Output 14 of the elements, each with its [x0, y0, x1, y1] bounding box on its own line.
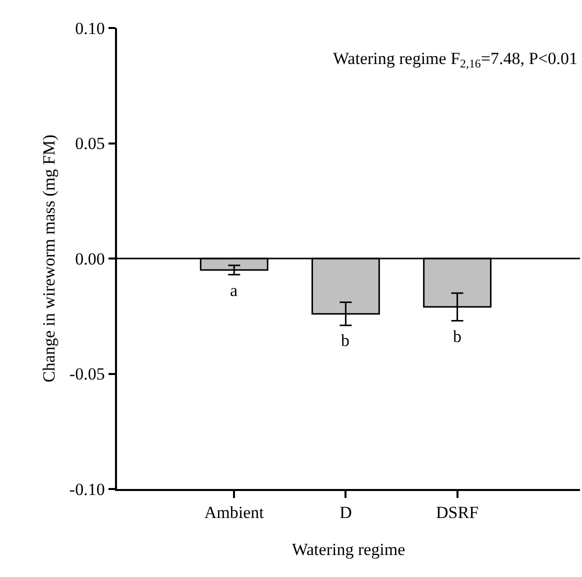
x-tick-label: DSRF	[436, 503, 479, 522]
annotation: b	[453, 327, 462, 346]
annotation: a	[230, 281, 238, 300]
y-axis-title: Change in wireworm mass (mg FM)	[39, 134, 58, 382]
y-tick-label: 0.00	[75, 249, 105, 268]
y-tick-label: -0.10	[69, 480, 105, 499]
y-tick-label: 0.10	[75, 18, 105, 38]
x-axis-title: Watering regime	[292, 540, 406, 560]
y-tick-label: -0.05	[69, 364, 105, 384]
x-tick-label: D	[340, 503, 352, 522]
annotation: Watering regime F$_{2,16}$=7.48, P<0.01	[333, 49, 578, 71]
annotation: b	[341, 331, 350, 350]
x-tick-label: Ambient	[204, 503, 264, 522]
y-tick-label: 0.05	[75, 134, 105, 154]
